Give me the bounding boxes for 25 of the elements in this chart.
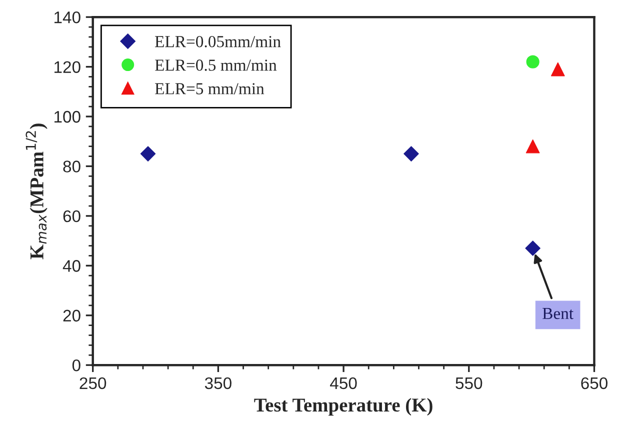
- y-tick-label: 100: [54, 110, 80, 123]
- x-axis-title: Test Temperature (K): [254, 398, 432, 416]
- legend-label: ELR=0.05mm/min: [154, 36, 281, 48]
- y-tick-label: 40: [62, 260, 80, 272]
- x-tick-label: 450: [330, 377, 357, 390]
- y-axis-title: K$_{max}$(MPam$^{1/2}$): [26, 124, 48, 260]
- y-tick-label: 20: [63, 310, 80, 322]
- x-tick-label: 550: [456, 377, 482, 390]
- point: [525, 240, 540, 256]
- x-tick-label: 250: [80, 377, 106, 390]
- y-tick-label: 120: [54, 61, 80, 73]
- x-tick-label: 650: [581, 377, 608, 390]
- y-tick-label: 0: [72, 359, 80, 372]
- x-tick-label: 350: [204, 377, 232, 390]
- legend-label: ELR=0.5 mm/min: [154, 60, 277, 71]
- point: [526, 55, 540, 68]
- y-tick-label: 80: [63, 160, 80, 172]
- point: [404, 146, 419, 162]
- legend-label: ELR=5 mm/min: [154, 83, 264, 94]
- point: [550, 62, 565, 76]
- y-tick-label: 60: [63, 210, 80, 222]
- point: [526, 139, 540, 154]
- point: [140, 146, 156, 162]
- y-tick-label: 140: [54, 11, 80, 24]
- annotation: Bent: [542, 308, 574, 320]
